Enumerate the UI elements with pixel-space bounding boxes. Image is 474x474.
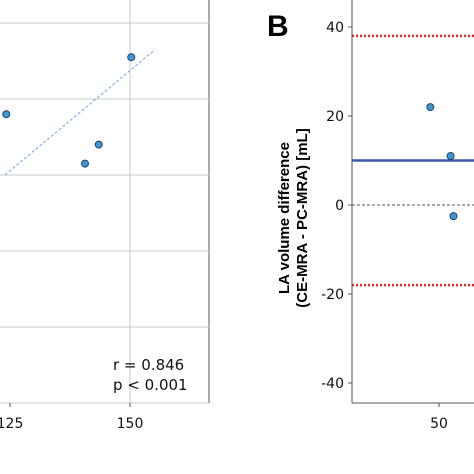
panel-a-trendline [4,49,156,176]
panel-a-point [94,140,103,149]
panel-b-point [426,103,435,112]
panel-b-y-tick-label: 20 [326,109,344,125]
panel-a-point [81,159,89,168]
panel-a-scatter: 125 150 r = 0.846 p < 0.001 [0,0,210,432]
panel-b-x-tick-label: 50 [430,416,448,432]
panel-a-x-tick-label: 125 [0,416,23,432]
panel-a-points [2,53,136,168]
panel-b-points [426,103,458,221]
panel-a-p-value: p < 0.001 [113,376,188,394]
panel-b-x-ticks: 50 [430,403,448,432]
panel-a-point [127,53,136,62]
panel-a-x-ticks: 125 150 [0,403,143,432]
panel-b-y-axis-label-line2: (CE-MRA - PC-MRA) [mL] [294,128,311,307]
panel-a-x-tick-label: 150 [117,416,144,432]
panel-b-letter: B [267,10,289,43]
panel-b-y-tick-label: 40 [326,20,344,36]
panel-b-bland-altman: B LA volume difference (CE-MRA - PC-MRA)… [267,0,474,432]
panel-b-y-ticks: 40 20 0 -20 -40 [321,20,352,392]
panel-b-y-tick-label: -20 [321,287,344,303]
panel-b-y-tick-label: 0 [335,198,344,214]
panel-b-y-tick-label: -40 [321,376,344,392]
panel-b-point [449,212,458,221]
panel-a-r-value: r = 0.846 [113,356,184,374]
panel-b-y-axis-label-line1: LA volume difference [276,142,293,294]
panel-a-gridlines-y [0,22,209,404]
panel-b-point [446,152,455,161]
panel-a-point [2,110,11,119]
